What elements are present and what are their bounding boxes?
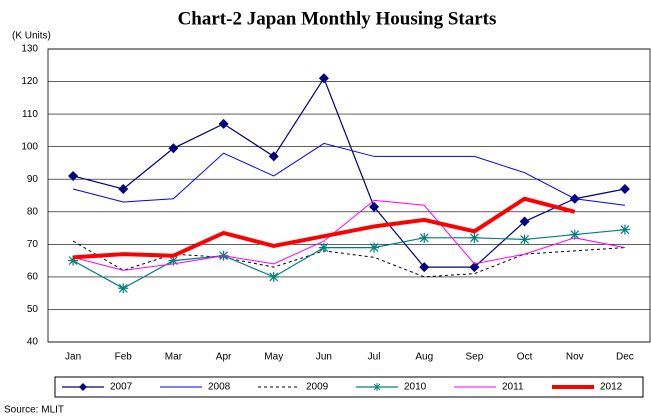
x-tick-label: Jul bbox=[368, 352, 381, 363]
x-tick-label: May bbox=[264, 352, 283, 363]
series-line bbox=[72, 142, 625, 206]
star-marker bbox=[268, 271, 279, 282]
y-tick-label: 100 bbox=[21, 141, 38, 152]
star-marker bbox=[519, 234, 530, 245]
star-marker bbox=[168, 255, 179, 266]
x-tick-label: Jun bbox=[316, 352, 332, 363]
star-marker bbox=[569, 229, 580, 240]
diamond-marker bbox=[369, 201, 380, 212]
legend-label: 2010 bbox=[404, 382, 427, 393]
y-tick-label: 120 bbox=[21, 76, 38, 87]
diamond-marker bbox=[419, 262, 430, 273]
diamond-marker bbox=[268, 151, 279, 162]
legend-label: 2012 bbox=[600, 382, 623, 393]
diamond-marker bbox=[218, 118, 229, 129]
diamond-marker bbox=[519, 216, 530, 227]
x-tick-label: Apr bbox=[216, 352, 232, 363]
y-tick-label: 50 bbox=[27, 304, 39, 315]
y-tick-label: 130 bbox=[21, 44, 38, 55]
y-tick-label: 60 bbox=[27, 272, 39, 283]
x-tick-label: Feb bbox=[115, 352, 133, 363]
star-marker bbox=[469, 232, 480, 243]
diamond-marker bbox=[469, 262, 480, 273]
y-tick-label: 110 bbox=[22, 109, 38, 120]
diamond-marker bbox=[168, 143, 179, 154]
star-marker bbox=[68, 255, 79, 266]
x-tick-label: Mar bbox=[165, 352, 183, 363]
star-marker bbox=[369, 242, 380, 253]
y-tick-label: 80 bbox=[27, 206, 39, 217]
plot-area bbox=[47, 48, 651, 343]
y-axis-label: (K Units) bbox=[12, 31, 51, 42]
x-tick-label: Aug bbox=[415, 352, 433, 363]
series-line bbox=[72, 240, 625, 278]
star-marker bbox=[419, 232, 430, 243]
legend-box bbox=[54, 376, 644, 398]
legend-marker bbox=[79, 383, 87, 391]
series-line bbox=[72, 199, 626, 271]
x-tick-label: Sep bbox=[466, 352, 484, 363]
star-marker bbox=[619, 224, 630, 235]
diamond-marker bbox=[318, 73, 329, 84]
x-tick-label: Oct bbox=[517, 352, 533, 363]
legend-label: 2007 bbox=[110, 382, 133, 393]
source-note: Source: MLIT bbox=[4, 405, 64, 416]
legend-marker bbox=[373, 383, 381, 391]
chart-title: Chart-2 Japan Monthly Housing Starts bbox=[178, 8, 497, 29]
star-marker bbox=[318, 242, 329, 253]
diamond-marker bbox=[619, 183, 630, 194]
series-line bbox=[72, 229, 625, 289]
legend-label: 2009 bbox=[306, 382, 329, 393]
star-marker bbox=[118, 283, 129, 294]
y-tick-label: 90 bbox=[27, 174, 39, 185]
series-line bbox=[72, 196, 576, 260]
y-tick-label: 70 bbox=[27, 239, 39, 250]
diamond-marker bbox=[68, 170, 79, 181]
series-line bbox=[72, 76, 626, 268]
legend-label: 2008 bbox=[208, 382, 231, 393]
diamond-marker bbox=[118, 183, 129, 194]
legend-label: 2011 bbox=[502, 382, 524, 393]
x-tick-label: Nov bbox=[566, 352, 584, 363]
x-tick-label: Dec bbox=[616, 352, 634, 363]
y-tick-label: 40 bbox=[27, 337, 39, 348]
x-tick-label: Jan bbox=[65, 352, 81, 363]
